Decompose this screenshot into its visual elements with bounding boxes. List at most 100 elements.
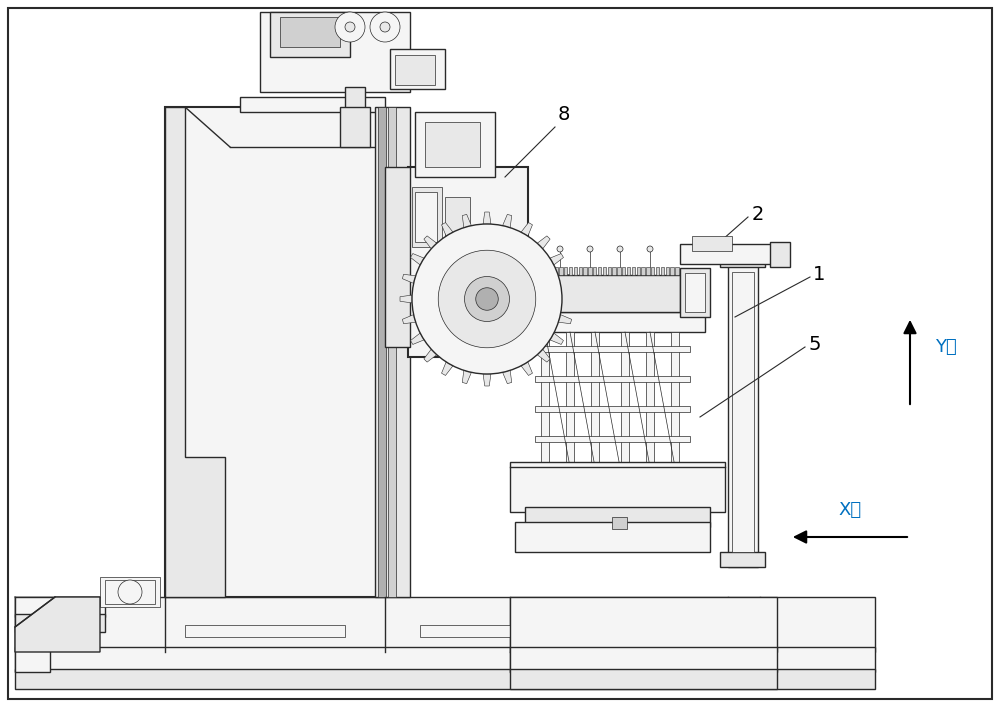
Bar (385, 167, 410, 347)
Bar (510, 462, 725, 512)
Polygon shape (411, 333, 424, 344)
Bar (569, 267, 572, 275)
Bar (100, 577, 160, 607)
Bar (603, 267, 606, 275)
Circle shape (476, 288, 498, 310)
Bar (608, 267, 611, 275)
Bar (651, 267, 654, 275)
Polygon shape (558, 274, 572, 284)
Bar (510, 647, 777, 672)
Bar (420, 625, 570, 637)
Polygon shape (462, 214, 471, 228)
Circle shape (647, 246, 653, 252)
Bar (578, 267, 582, 275)
Polygon shape (483, 374, 491, 386)
Bar (612, 517, 627, 529)
Bar (375, 107, 410, 597)
Bar (732, 272, 754, 552)
Polygon shape (503, 370, 512, 384)
Text: 1: 1 (813, 266, 825, 284)
Bar (670, 267, 674, 275)
Bar (587, 464, 603, 472)
Bar (15, 614, 105, 632)
Bar (515, 522, 710, 552)
Bar (637, 267, 640, 275)
Bar (540, 267, 543, 275)
Bar (564, 267, 567, 275)
Circle shape (557, 246, 563, 252)
Bar (390, 49, 445, 89)
Bar (675, 267, 679, 275)
Bar (15, 597, 875, 652)
Bar (627, 267, 630, 275)
Bar (680, 244, 780, 264)
Bar (388, 107, 396, 597)
Polygon shape (442, 362, 453, 375)
Polygon shape (521, 362, 532, 375)
Bar (591, 332, 599, 467)
Text: 5: 5 (808, 336, 820, 354)
Bar (415, 112, 495, 177)
Bar (280, 17, 340, 47)
Bar (535, 346, 690, 352)
Bar (671, 332, 679, 467)
Bar (692, 236, 732, 251)
Polygon shape (400, 295, 412, 303)
Bar (588, 267, 592, 275)
Bar (622, 267, 625, 275)
Polygon shape (550, 333, 563, 344)
Bar (345, 87, 365, 112)
Polygon shape (15, 597, 100, 652)
Polygon shape (503, 214, 512, 228)
Circle shape (412, 224, 562, 374)
Circle shape (380, 22, 390, 32)
Polygon shape (424, 349, 437, 362)
Bar (535, 436, 690, 442)
Bar (270, 12, 350, 57)
Polygon shape (521, 223, 532, 236)
Bar (559, 267, 563, 275)
Bar (646, 332, 654, 467)
Bar (680, 268, 710, 317)
Bar (583, 267, 587, 275)
Bar (545, 267, 548, 275)
Bar (240, 97, 385, 112)
Bar (598, 267, 601, 275)
Polygon shape (562, 295, 574, 303)
Bar (554, 267, 558, 275)
Circle shape (529, 288, 541, 300)
Bar (535, 376, 690, 382)
Bar (685, 273, 705, 312)
Bar (412, 187, 442, 247)
Bar (720, 252, 765, 267)
Text: 8: 8 (558, 105, 570, 124)
Bar (537, 464, 553, 472)
Bar (770, 242, 790, 267)
Bar (667, 464, 683, 472)
Bar (165, 107, 385, 597)
Bar (425, 122, 480, 167)
Polygon shape (462, 370, 471, 384)
Bar (656, 267, 659, 275)
Text: Y轴: Y轴 (935, 338, 957, 356)
Circle shape (345, 22, 355, 32)
Bar (593, 267, 596, 275)
Bar (15, 647, 875, 672)
Polygon shape (15, 597, 100, 672)
Bar (617, 464, 633, 472)
Bar (105, 580, 155, 604)
Bar (510, 597, 777, 652)
Circle shape (464, 276, 510, 322)
Polygon shape (558, 315, 572, 324)
Text: X轴: X轴 (838, 501, 862, 519)
Bar (566, 332, 574, 467)
Bar (632, 267, 635, 275)
Circle shape (118, 580, 142, 604)
Bar (646, 267, 650, 275)
Bar (621, 332, 629, 467)
Polygon shape (442, 223, 453, 236)
Circle shape (617, 246, 623, 252)
Bar (612, 267, 616, 275)
Circle shape (438, 250, 536, 348)
Text: 2: 2 (752, 206, 764, 225)
